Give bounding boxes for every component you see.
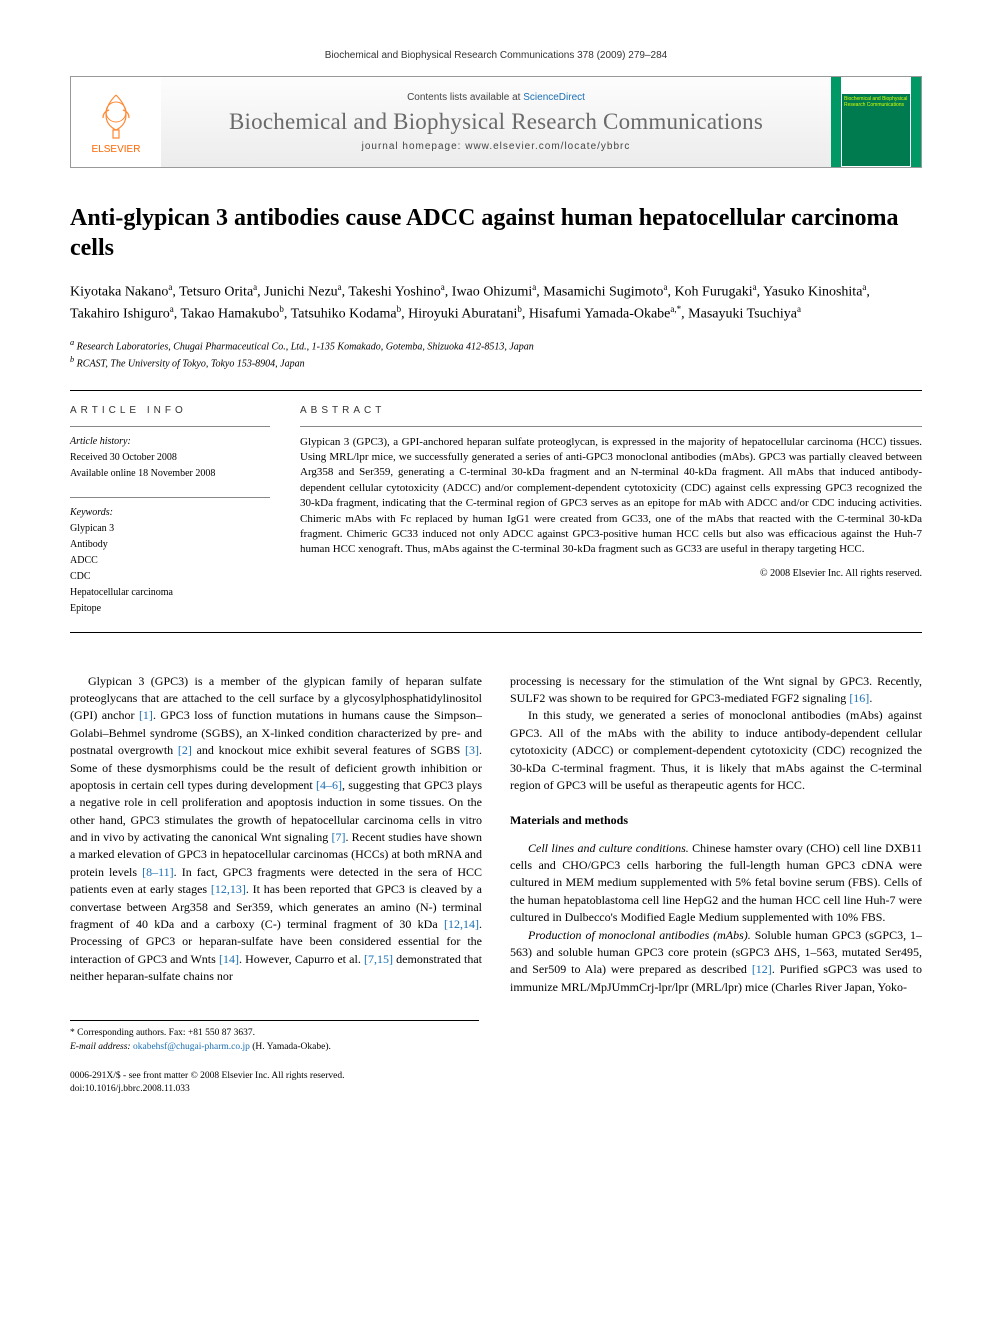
intro-paragraph-1: Glypican 3 (GPC3) is a member of the gly… [70,673,482,986]
keyword-item: Antibody [70,538,270,552]
corresponding-email-line: E-mail address: okabehsf@chugai-pharm.co… [70,1041,479,1054]
keywords-label: Keywords: [70,506,270,520]
cover-thumbnail: Biochemical and Biophysical Research Com… [841,77,911,167]
running-head: Biochemical and Biophysical Research Com… [70,50,922,61]
intro-paragraph-2: processing is necessary for the stimulat… [510,673,922,708]
intro-paragraph-3: In this study, we generated a series of … [510,707,922,794]
methods-paragraph-1: Cell lines and culture conditions. Chine… [510,840,922,927]
affiliation-a: a Research Laboratories, Chugai Pharmace… [70,337,922,354]
journal-title-large: Biochemical and Biophysical Research Com… [229,109,763,135]
homepage-prefix: journal homepage: [362,141,466,152]
article-title: Anti-glypican 3 antibodies cause ADCC ag… [70,203,922,263]
front-matter-line: 0006-291X/$ - see front matter © 2008 El… [70,1070,479,1083]
methods-paragraph-2: Production of monoclonal antibodies (mAb… [510,927,922,997]
cover-label: Biochemical and Biophysical Research Com… [842,94,910,110]
keyword-item: CDC [70,570,270,584]
received-date: Received 30 October 2008 [70,451,270,465]
affiliation-b: b RCAST, The University of Tokyo, Tokyo … [70,354,922,371]
journal-homepage-line: journal homepage: www.elsevier.com/locat… [362,141,631,152]
banner-center: Contents lists available at ScienceDirec… [161,77,831,167]
affiliations: a Research Laboratories, Chugai Pharmace… [70,337,922,372]
footer-block: 0006-291X/$ - see front matter © 2008 El… [70,1064,479,1097]
keyword-item: ADCC [70,554,270,568]
keyword-item: Epitope [70,602,270,616]
publisher-logo-block: ELSEVIER [71,77,161,167]
article-info-abstract-row: ARTICLE INFO Article history: Received 3… [70,405,922,618]
journal-banner: ELSEVIER Contents lists available at Sci… [70,76,922,168]
doi-line: doi:10.1016/j.bbrc.2008.11.033 [70,1083,479,1096]
keywords-list: Glypican 3 Antibody ADCC CDC Hepatocellular … [70,522,270,616]
article-info-column: ARTICLE INFO Article history: Received 3… [70,405,270,618]
keyword-item: Hepatocellular carcinoma [70,586,270,600]
keyword-item: Glypican 3 [70,522,270,536]
elsevier-tree-icon [91,90,141,140]
divider-bottom [70,632,922,633]
body-text: Glypican 3 (GPC3) is a member of the gly… [70,673,922,997]
contents-lists-line: Contents lists available at ScienceDirec… [407,92,585,103]
abstract-copyright: © 2008 Elsevier Inc. All rights reserved… [300,568,922,579]
article-info-heading: ARTICLE INFO [70,405,270,416]
methods-p1-lead: Cell lines and culture conditions. [528,841,689,855]
divider-top [70,390,922,391]
materials-methods-heading: Materials and methods [510,812,922,829]
corresponding-fax: * Corresponding authors. Fax: +81 550 87… [70,1027,479,1040]
homepage-url: www.elsevier.com/locate/ybbrc [465,141,630,152]
corresponding-email-link[interactable]: okabehsf@chugai-pharm.co.jp [133,1042,250,1052]
sciencedirect-link[interactable]: ScienceDirect [523,92,585,103]
publisher-name: ELSEVIER [92,144,141,155]
available-online-date: Available online 18 November 2008 [70,467,270,481]
author-list: Kiyotaka Nakanoa, Tetsuro Oritaa, Junich… [70,281,922,325]
contents-prefix: Contents lists available at [407,92,523,103]
abstract-column: ABSTRACT Glypican 3 (GPC3), a GPI-anchor… [300,405,922,618]
email-label: E-mail address: [70,1042,133,1052]
corresponding-author-block: * Corresponding authors. Fax: +81 550 87… [70,1020,479,1054]
abstract-text: Glypican 3 (GPC3), a GPI-anchored hepara… [300,435,922,558]
article-history-label: Article history: [70,435,270,449]
cover-thumb-block: Biochemical and Biophysical Research Com… [831,77,921,167]
methods-p2-lead: Production of monoclonal antibodies (mAb… [528,928,751,942]
email-suffix: (H. Yamada-Okabe). [250,1042,331,1052]
abstract-heading: ABSTRACT [300,405,922,416]
